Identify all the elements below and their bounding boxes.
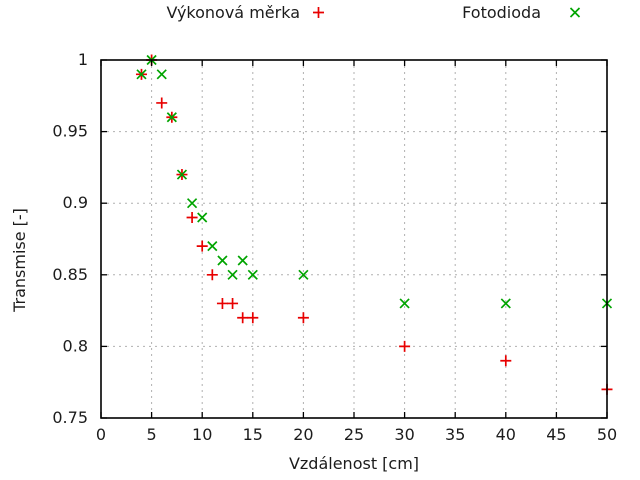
- data-point-cross: [298, 269, 309, 280]
- data-point-cross: [500, 298, 511, 309]
- series-photodiode: [136, 54, 613, 309]
- plot-border: [100, 59, 608, 419]
- y-axis-title: Transmise [-]: [10, 208, 29, 313]
- y-tick-label: 0.9: [63, 193, 88, 212]
- data-point-cross: [399, 298, 410, 309]
- data-point-plus: [247, 312, 259, 324]
- x-tick-label: 40: [496, 425, 516, 444]
- legend-markers: [313, 7, 581, 18]
- y-tick-label: 0.85: [52, 265, 88, 284]
- data-point-cross: [186, 198, 198, 209]
- data-point-plus: [237, 312, 249, 324]
- x-tick-label: 20: [293, 425, 313, 444]
- data-point-plus: [399, 340, 411, 352]
- x-tick-label: 35: [445, 425, 465, 444]
- data-point-cross: [207, 241, 218, 252]
- y-tick-label: 0.8: [63, 336, 88, 355]
- data-point-plus: [196, 240, 208, 252]
- legend-label-photodiode: Fotodioda: [462, 3, 541, 22]
- data-point-plus: [186, 212, 198, 224]
- data-point-cross: [197, 212, 208, 223]
- legend: Výkonová měrka Fotodioda: [166, 3, 581, 22]
- legend-label-power-meter: Výkonová měrka: [166, 3, 300, 22]
- y-tick-label: 0.95: [52, 122, 88, 141]
- x-tick-label: 5: [147, 425, 157, 444]
- gridlines: [101, 60, 607, 418]
- y-tick-label: 1: [78, 50, 88, 69]
- y-tick-label: 0.75: [52, 408, 88, 427]
- x-tick-label: 0: [96, 425, 106, 444]
- data-point-cross: [176, 169, 188, 180]
- x-tick-label: 15: [243, 425, 263, 444]
- legend-marker-cross: [569, 7, 581, 18]
- data-point-plus: [500, 355, 512, 367]
- data-points: [135, 54, 613, 395]
- x-tick-label: 50: [597, 425, 617, 444]
- data-point-plus: [216, 297, 228, 309]
- axis-ticks: [100, 59, 608, 419]
- data-point-cross: [166, 112, 177, 123]
- x-tick-label: 45: [546, 425, 566, 444]
- x-axis-title: Vzdálenost [cm]: [289, 454, 419, 473]
- data-point-cross: [136, 69, 147, 80]
- x-tick-label: 25: [344, 425, 364, 444]
- data-point-cross: [237, 255, 248, 266]
- data-point-cross: [227, 269, 238, 280]
- x-tick-label: 10: [192, 425, 212, 444]
- data-point-plus: [206, 269, 218, 281]
- data-point-plus: [227, 297, 239, 309]
- data-point-cross: [217, 255, 228, 266]
- data-point-plus: [156, 97, 168, 109]
- series-power-meter: [135, 54, 613, 395]
- x-tick-label: 30: [394, 425, 414, 444]
- data-point-cross: [156, 69, 167, 80]
- legend-marker-plus: [313, 7, 324, 18]
- data-point-plus: [297, 312, 309, 324]
- data-point-cross: [247, 269, 258, 280]
- axis-tick-labels: 0 5 10 15 20 25 30 35 40 45 50 0.75 0.8 0.85 0.9 0.95 1: [52, 50, 617, 444]
